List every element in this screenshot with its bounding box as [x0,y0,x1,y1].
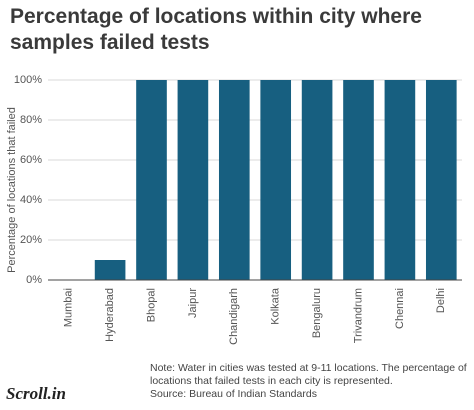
x-tick-label: Chennai [394,288,406,329]
x-tick-label: Trivandrum [352,288,364,343]
y-tick-label: 60% [20,154,42,166]
y-tick-label: 100% [14,74,42,86]
x-tick-label: Jaipur [187,288,199,318]
x-tick-label: Kolkata [270,287,282,325]
y-axis-label: Percentage of locations that failed [6,107,18,273]
note-text: Note: Water in cities was tested at 9-11… [150,362,467,387]
source-text: Source: Bureau of Indian Standards [150,388,317,400]
bar [301,80,333,280]
x-tick-label: Hyderabad [104,288,116,342]
y-tick-label: 40% [20,194,42,206]
logo: Scroll.in [6,384,66,403]
bar [260,80,292,280]
x-tick-label: Mumbai [63,288,75,327]
y-tick-label: 20% [20,234,42,246]
bar [425,80,457,280]
bar [218,80,250,280]
bar [343,80,374,280]
x-tick-label: Bhopal [145,288,157,322]
chart-title: Percentage of locations within city wher… [10,5,422,54]
bar [384,80,416,280]
y-tick-label: 0% [26,274,42,286]
bar [136,80,167,280]
x-tick-label: Chandigarh [228,288,240,345]
note: Note: Water in cities was tested at 9-11… [150,362,472,401]
x-tick-label: Bengaluru [311,288,323,338]
bar [94,260,126,280]
chart: 0% 20% 40% 60% 80% 100% Percentage of location… [6,74,462,345]
y-tick-label: 80% [20,114,42,126]
x-tick-label: Delhi [435,288,447,313]
bar [177,80,209,280]
